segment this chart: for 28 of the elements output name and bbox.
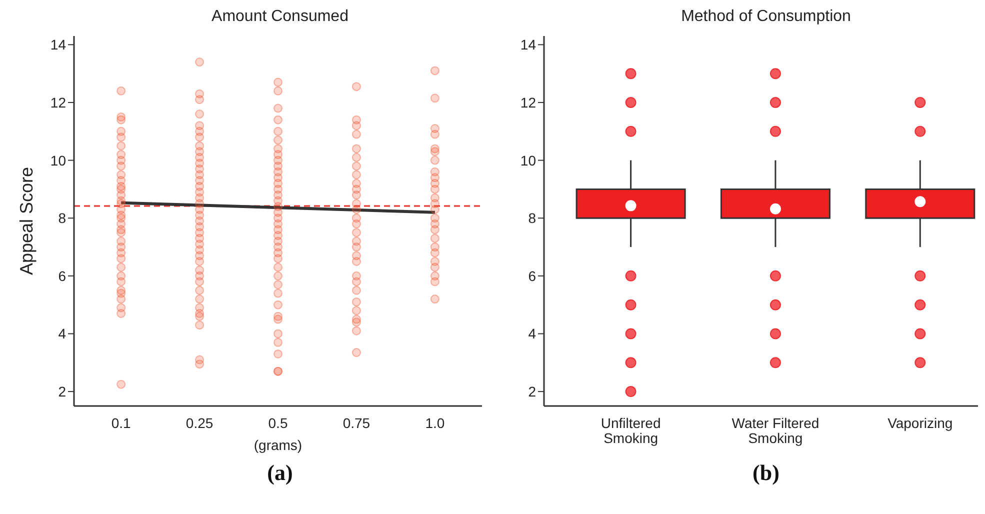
x-tick-label: Unfiltered Smoking	[600, 415, 661, 446]
x-tick-label: 0.1	[111, 415, 132, 431]
y-tick-label: 10	[520, 152, 536, 168]
y-tick-label: 8	[58, 210, 66, 226]
y-tick-label: 14	[50, 36, 66, 53]
y-tick-label: 2	[528, 384, 536, 400]
text: (b)	[752, 460, 780, 486]
x-tick-label: 0.25	[186, 415, 214, 431]
y-tick-label: 6	[58, 268, 66, 284]
y-tick-label: 12	[520, 94, 536, 110]
y-axis-title: Appeal Score	[16, 166, 36, 276]
y-tick-label: 4	[528, 326, 536, 342]
x-tick-label: Water Filtered Smoking	[732, 415, 820, 446]
y-tick-label: 14	[520, 36, 536, 53]
x-tick-label: 1.0	[425, 415, 445, 431]
x-tick-label: 0.5	[268, 415, 288, 431]
chart-title: Amount Consumed	[210, 8, 350, 27]
x-tick-label: 0.75	[342, 415, 370, 431]
chart-title: Method of Consumption	[680, 8, 852, 27]
text: (a)	[266, 460, 294, 486]
y-tick-label: 8	[528, 210, 536, 226]
y-tick-label: 2	[58, 384, 66, 400]
y-tick-label: 4	[58, 326, 66, 342]
y-tick-label: 10	[50, 152, 66, 168]
y-tick-label: 12	[50, 94, 66, 110]
x-axis-title: (grams)	[254, 437, 302, 453]
x-tick-label: Vaporizing	[888, 415, 953, 431]
y-tick-label: 6	[528, 268, 536, 284]
